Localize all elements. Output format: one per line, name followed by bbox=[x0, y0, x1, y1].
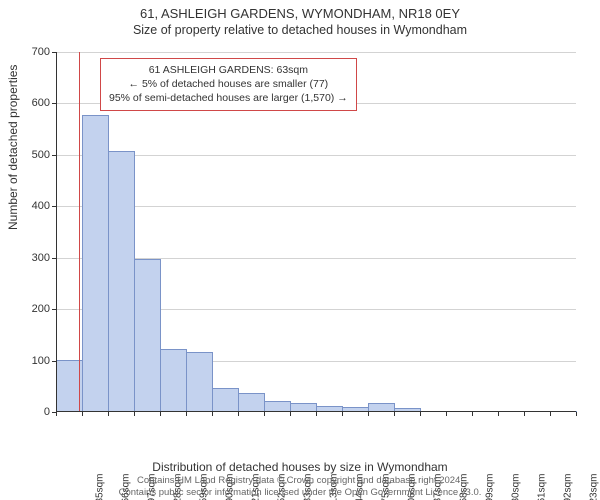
ytick-label: 200 bbox=[20, 303, 50, 315]
xtick-mark bbox=[446, 412, 447, 416]
xtick-mark bbox=[420, 412, 421, 416]
xtick-mark bbox=[394, 412, 395, 416]
ytick-mark bbox=[52, 361, 56, 362]
footer-line2: Contains public sector information licen… bbox=[0, 487, 600, 498]
xtick-mark bbox=[342, 412, 343, 416]
xtick-mark bbox=[186, 412, 187, 416]
chart-container: 61, ASHLEIGH GARDENS, WYMONDHAM, NR18 0E… bbox=[0, 0, 600, 500]
xtick-mark bbox=[316, 412, 317, 416]
x-axis-label: Distribution of detached houses by size … bbox=[0, 460, 600, 474]
y-axis-label: Number of detached properties bbox=[6, 65, 20, 230]
xtick-mark bbox=[134, 412, 135, 416]
ytick-label: 300 bbox=[20, 252, 50, 264]
callout-line1: 61 ASHLEIGH GARDENS: 63sqm bbox=[109, 63, 348, 77]
xtick-mark bbox=[212, 412, 213, 416]
xtick-mark bbox=[524, 412, 525, 416]
xtick-mark bbox=[56, 412, 57, 416]
page-subtitle: Size of property relative to detached ho… bbox=[0, 23, 600, 37]
xtick-mark bbox=[160, 412, 161, 416]
ytick-label: 0 bbox=[20, 406, 50, 418]
ytick-label: 600 bbox=[20, 97, 50, 109]
ytick-mark bbox=[52, 258, 56, 259]
plot-area: 35sqm66sqm97sqm128sqm159sqm190sqm221sqm2… bbox=[56, 52, 576, 412]
title-block: 61, ASHLEIGH GARDENS, WYMONDHAM, NR18 0E… bbox=[0, 0, 600, 37]
xtick-mark bbox=[264, 412, 265, 416]
xtick-mark bbox=[82, 412, 83, 416]
ytick-mark bbox=[52, 155, 56, 156]
ytick-mark bbox=[52, 103, 56, 104]
xtick-mark bbox=[472, 412, 473, 416]
callout-box: 61 ASHLEIGH GARDENS: 63sqm ← 5% of detac… bbox=[100, 58, 357, 111]
xtick-mark bbox=[290, 412, 291, 416]
xtick-mark bbox=[550, 412, 551, 416]
callout-line3: 95% of semi-detached houses are larger (… bbox=[109, 91, 348, 105]
xtick-mark bbox=[498, 412, 499, 416]
xtick-mark bbox=[576, 412, 577, 416]
ytick-label: 700 bbox=[20, 46, 50, 58]
xtick-mark bbox=[368, 412, 369, 416]
ytick-label: 100 bbox=[20, 355, 50, 367]
ytick-label: 400 bbox=[20, 200, 50, 212]
xtick-mark bbox=[108, 412, 109, 416]
callout-line2: ← 5% of detached houses are smaller (77) bbox=[109, 77, 348, 91]
ytick-label: 500 bbox=[20, 149, 50, 161]
ytick-mark bbox=[52, 412, 56, 413]
footer-line1: Contains HM Land Registry data © Crown c… bbox=[0, 475, 600, 486]
page-title: 61, ASHLEIGH GARDENS, WYMONDHAM, NR18 0E… bbox=[0, 6, 600, 21]
xtick-mark bbox=[238, 412, 239, 416]
ytick-mark bbox=[52, 52, 56, 53]
footer-attribution: Contains HM Land Registry data © Crown c… bbox=[0, 475, 600, 498]
ytick-mark bbox=[52, 309, 56, 310]
ytick-mark bbox=[52, 206, 56, 207]
